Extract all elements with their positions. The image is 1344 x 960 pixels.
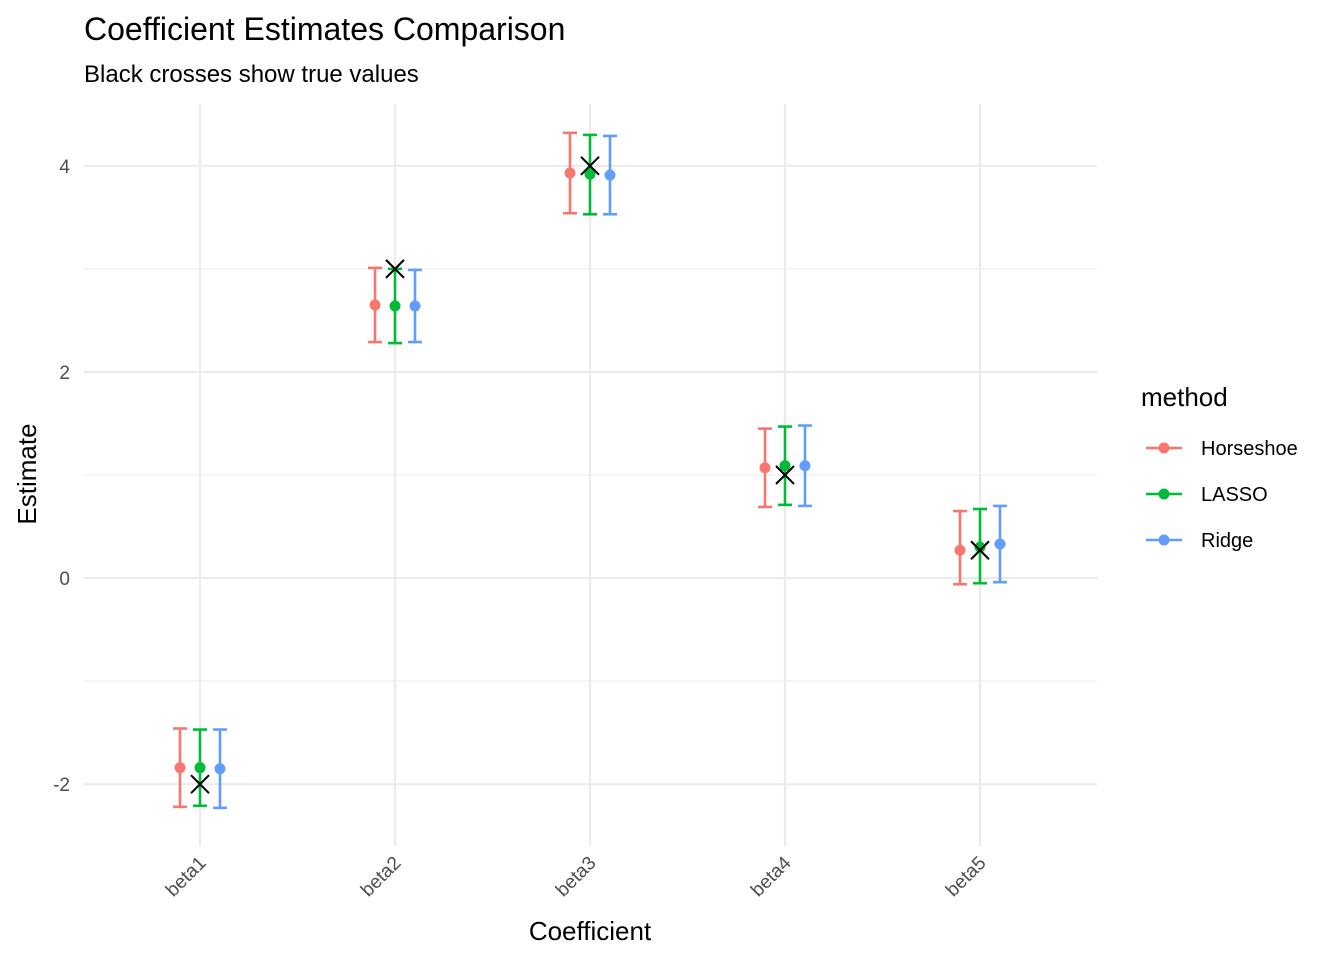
legend-item-ridge: Ridge <box>1146 530 1253 552</box>
true-value-cross <box>775 465 795 485</box>
true-value-markers <box>190 156 990 794</box>
estimate-point <box>759 462 771 474</box>
estimate-point <box>604 169 616 181</box>
estimate-point <box>409 300 421 312</box>
legend-item-lasso: LASSO <box>1146 484 1268 506</box>
x-tick-label: beta5 <box>942 853 990 901</box>
estimate-point <box>564 167 576 179</box>
estimate-point <box>174 762 186 774</box>
estimate-point <box>779 460 791 472</box>
estimate-point <box>194 762 206 774</box>
legend-label: Ridge <box>1201 530 1253 552</box>
true-value-cross <box>580 156 600 176</box>
y-tick-labels: -2 0 2 4 <box>53 157 70 796</box>
x-tick-label: beta2 <box>357 853 405 901</box>
x-tick-labels: beta1 beta2 beta3 beta4 beta5 <box>162 852 990 901</box>
chart-title: Coefficient Estimates Comparison <box>84 11 565 47</box>
legend-item-horseshoe: Horseshoe <box>1146 438 1298 460</box>
chart-subtitle: Black crosses show true values <box>84 61 419 88</box>
estimate-point <box>974 541 986 553</box>
y-tick-label: 4 <box>59 157 70 178</box>
estimate-point <box>389 300 401 312</box>
y-tick-label: -2 <box>53 775 70 796</box>
legend-title: method <box>1141 382 1228 412</box>
legend-key-point <box>1158 488 1170 500</box>
y-axis-title: Estimate <box>12 423 42 524</box>
legend: method Horseshoe LASSO Ridge <box>1141 382 1298 552</box>
x-axis-title: Coefficient <box>529 916 652 946</box>
true-value-cross <box>190 774 210 794</box>
x-tick-label: beta1 <box>162 853 210 901</box>
y-tick-label: 0 <box>59 569 70 590</box>
estimate-points <box>174 167 1006 775</box>
estimate-point <box>994 538 1006 550</box>
true-value-cross <box>970 540 990 560</box>
legend-key-point <box>1158 442 1170 454</box>
grid <box>84 104 1097 846</box>
legend-label: Horseshoe <box>1201 438 1298 460</box>
estimate-point <box>799 460 811 472</box>
legend-key-point <box>1158 534 1170 546</box>
estimate-point <box>584 168 596 180</box>
estimate-point <box>954 544 966 556</box>
estimate-point <box>214 763 226 775</box>
x-tick-label: beta4 <box>747 852 796 901</box>
legend-label: LASSO <box>1201 484 1268 506</box>
y-tick-label: 2 <box>59 363 70 384</box>
true-value-cross <box>385 259 405 279</box>
estimate-point <box>369 299 381 311</box>
x-tick-label: beta3 <box>552 853 600 901</box>
